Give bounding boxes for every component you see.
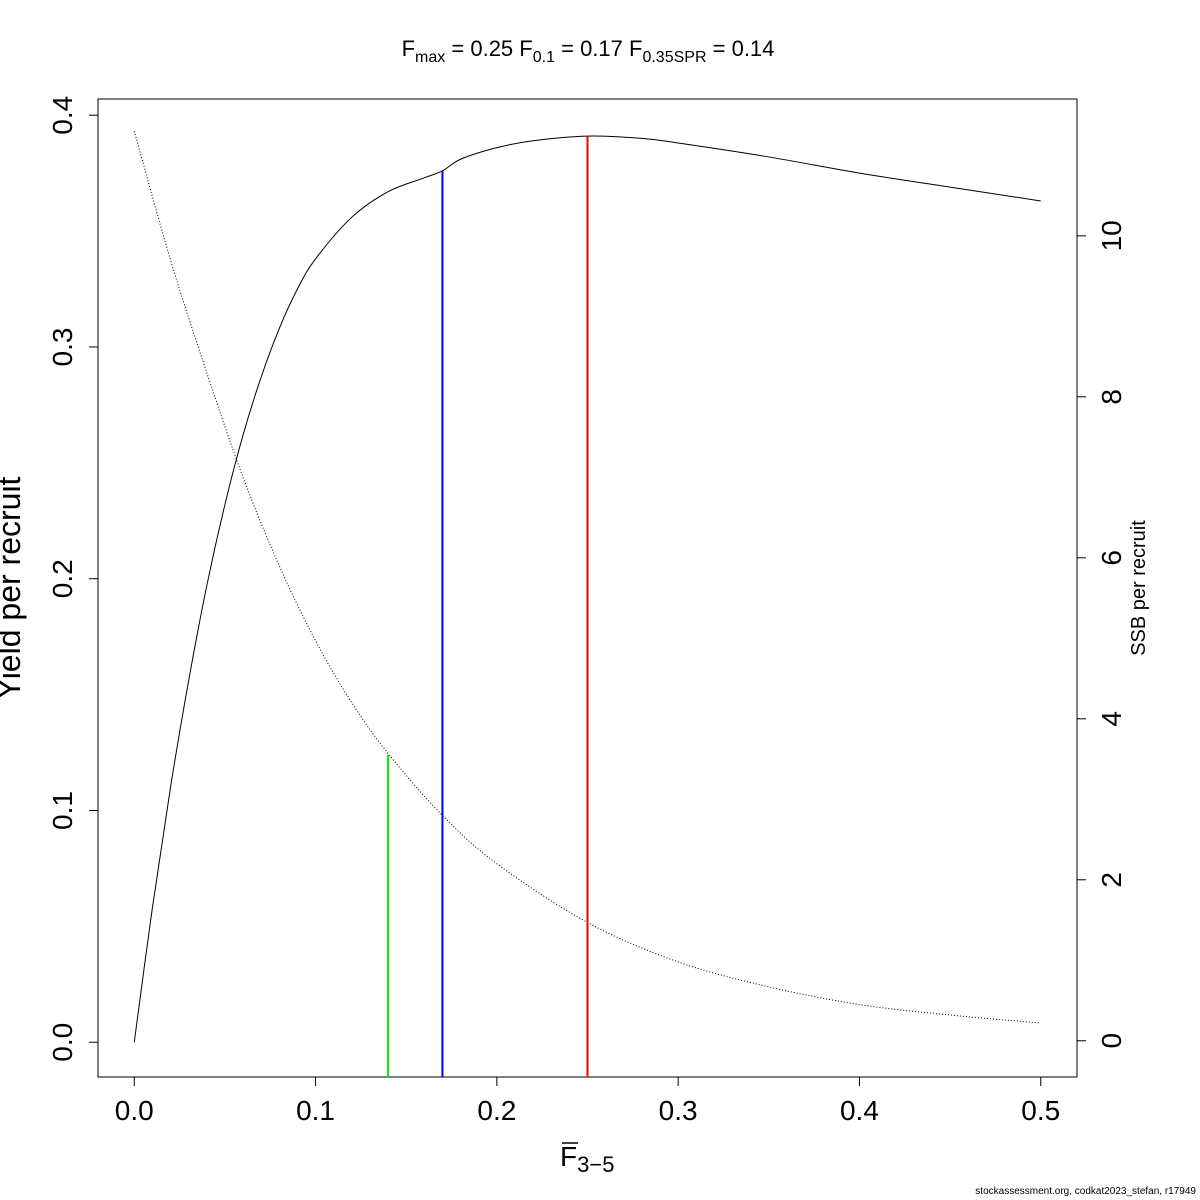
chart-title: Fmax = 0.25 F0.1 = 0.17 F0.35SPR = 0.14 <box>402 36 775 66</box>
y-axis-label: Yield per recruit <box>0 476 27 699</box>
series-group <box>133 131 1041 1043</box>
reference-lines-group <box>387 136 589 1077</box>
y-tick-label: 0.3 <box>47 328 78 367</box>
y2-axis-label: SSB per recruit <box>1128 520 1150 656</box>
y2-tick-label: 8 <box>1096 389 1127 405</box>
y-tick-label: 0.2 <box>47 559 78 598</box>
x-tick-label: 0.5 <box>1021 1095 1060 1126</box>
y2-tick-label: 4 <box>1096 711 1127 727</box>
y-tick-label: 0.4 <box>47 96 78 135</box>
x-tick-label: 0.1 <box>296 1095 335 1126</box>
y-tick-label: 0.0 <box>47 1023 78 1062</box>
y2-tick-label: 2 <box>1096 872 1127 888</box>
x-tick-label: 0.4 <box>840 1095 879 1126</box>
x-axis: 0.0 0.1 0.2 0.3 0.4 0.5 <box>115 1077 1060 1126</box>
y2-tick-label: 10 <box>1096 220 1127 251</box>
y-axis-right: 0 2 4 6 8 10 <box>1077 220 1127 1049</box>
x-tick-label: 0.2 <box>477 1095 516 1126</box>
x-axis-label: F3−5 <box>560 1141 614 1177</box>
yield-per-recruit-line <box>133 135 1041 1043</box>
x-tick-label: 0.3 <box>659 1095 698 1126</box>
x-tick-label: 0.0 <box>115 1095 154 1126</box>
footer-credit: stockassessment.org, codkat2023_stefan, … <box>975 1186 1196 1197</box>
y-tick-label: 0.1 <box>47 791 78 830</box>
y2-tick-label: 0 <box>1096 1033 1127 1049</box>
svg-text:F3−5: F3−5 <box>560 1141 614 1177</box>
y-axis-left: 0.0 0.1 0.2 0.3 0.4 <box>47 96 98 1062</box>
y2-tick-label: 6 <box>1096 550 1127 566</box>
